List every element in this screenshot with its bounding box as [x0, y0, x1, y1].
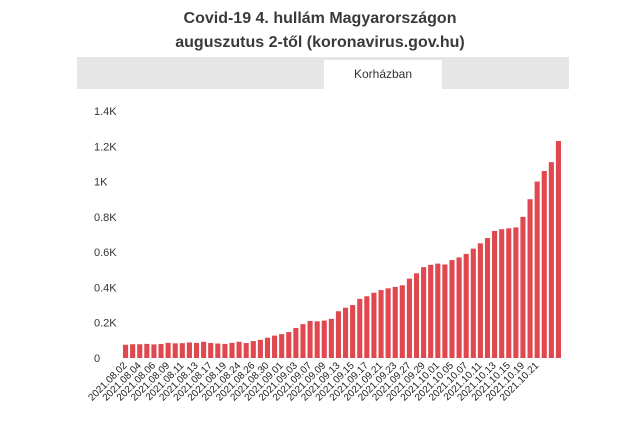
bar[interactable] [477, 243, 483, 358]
bar[interactable] [527, 199, 533, 358]
bar[interactable] [279, 334, 285, 358]
bar[interactable] [314, 321, 320, 358]
x-axis: 2021.08.022021.08.042021.08.062021.08.09… [86, 360, 541, 403]
bar[interactable] [151, 344, 157, 358]
bar[interactable] [215, 343, 221, 358]
bar[interactable] [421, 267, 427, 358]
bar[interactable] [399, 285, 405, 358]
bar[interactable] [158, 344, 164, 358]
bar[interactable] [264, 337, 271, 358]
bar[interactable] [555, 140, 562, 358]
y-tick-label: 0.2K [94, 318, 117, 330]
y-tick-label: 1.4K [94, 106, 117, 118]
bar[interactable] [492, 230, 498, 358]
bar[interactable] [300, 324, 306, 358]
bar[interactable] [243, 343, 249, 358]
bar[interactable] [534, 181, 540, 358]
bar[interactable] [257, 339, 263, 358]
bar[interactable] [435, 263, 441, 358]
bar[interactable] [321, 320, 327, 358]
y-tick-label: 1K [94, 177, 108, 189]
bar[interactable] [144, 343, 150, 358]
bar[interactable] [463, 253, 469, 358]
bar[interactable] [541, 170, 547, 358]
bar[interactable] [201, 341, 207, 358]
bar[interactable] [328, 318, 334, 358]
bar[interactable] [222, 343, 228, 358]
y-tick-label: 0.8K [94, 212, 117, 224]
tab-bar: Korházban [77, 57, 569, 89]
bar[interactable] [371, 292, 377, 358]
bar[interactable] [250, 341, 256, 358]
y-tick-label: 0.4K [94, 282, 117, 294]
bar[interactable] [350, 305, 356, 358]
bar[interactable] [357, 298, 363, 358]
bar[interactable] [208, 343, 214, 358]
bar[interactable] [413, 273, 420, 358]
bar[interactable] [449, 260, 455, 358]
bar[interactable] [272, 335, 278, 358]
bar[interactable] [406, 278, 412, 358]
bar[interactable] [378, 290, 384, 358]
bar[interactable] [165, 342, 171, 358]
bar[interactable] [130, 344, 136, 358]
y-tick-label: 1.2K [94, 141, 117, 153]
bar[interactable] [236, 341, 242, 358]
bar[interactable] [137, 344, 143, 358]
bar[interactable] [442, 264, 448, 358]
bar[interactable] [179, 343, 185, 358]
bar[interactable] [520, 216, 526, 358]
bar[interactable] [293, 328, 299, 358]
bar[interactable] [484, 238, 491, 358]
y-tick-label: 0 [94, 353, 100, 365]
bar[interactable] [229, 342, 235, 358]
bar[interactable] [342, 307, 349, 358]
bar[interactable] [186, 342, 192, 358]
bar[interactable] [172, 343, 178, 358]
bar[interactable] [428, 264, 434, 358]
bar[interactable] [286, 332, 292, 358]
bar[interactable] [456, 257, 462, 358]
chart-subtitle: auguszutus 2-től (koronavirus.gov.hu) [175, 34, 465, 51]
bar-series [122, 140, 562, 358]
bar[interactable] [193, 343, 200, 358]
bar[interactable] [470, 248, 476, 358]
chart-title: Covid-19 4. hullám Magyarországon [183, 10, 457, 27]
y-axis: 0 0.2K 0.4K 0.6K 0.8K 1K 1.2K 1.4K [94, 106, 117, 365]
y-tick-label: 0.6K [94, 247, 117, 259]
tab-korhazban[interactable]: Korházban [324, 60, 442, 89]
bar[interactable] [499, 229, 505, 358]
bar[interactable] [392, 286, 398, 358]
bar[interactable] [385, 288, 391, 358]
bar[interactable] [335, 311, 342, 358]
bar[interactable] [506, 228, 512, 358]
bar[interactable] [307, 320, 313, 358]
bar[interactable] [364, 296, 370, 358]
bar[interactable] [122, 344, 129, 358]
bar[interactable] [548, 162, 554, 358]
bar[interactable] [513, 227, 519, 358]
